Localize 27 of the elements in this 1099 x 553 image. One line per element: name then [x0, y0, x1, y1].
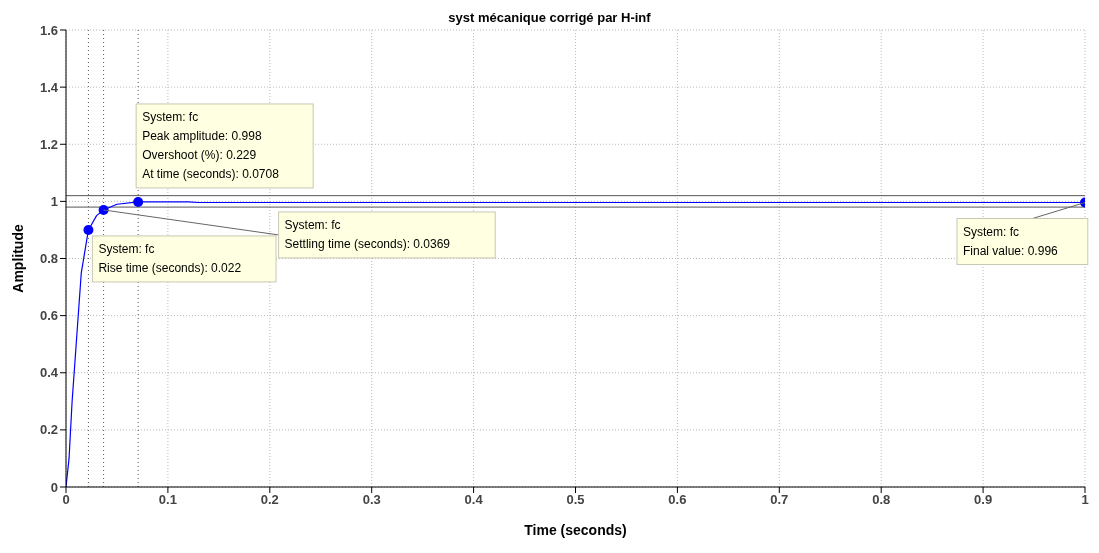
y-tick-label: 1.2	[39, 136, 58, 152]
y-tick-label: 0.2	[39, 422, 58, 438]
x-tick-label: 0.6	[668, 492, 687, 508]
annotation: System: fc Final value: 0.996	[963, 224, 1059, 258]
annotation: System: fc Settling time (seconds): 0.0369	[284, 217, 451, 251]
x-tick-label: 0	[62, 492, 70, 508]
annotation: System: fc Peak amplitude: 0.998 Overshoot (%): 0.229 At time (seconds): 0.0708	[142, 109, 280, 181]
y-tick-label: 0.6	[39, 308, 58, 324]
y-tick-label: 0	[50, 479, 58, 495]
y-tick-label: 1.6	[39, 22, 58, 38]
annotation: System: fc Rise time (seconds): 0.022	[98, 241, 242, 275]
x-tick-label: 0.8	[872, 492, 891, 508]
y-tick-label: 0.4	[39, 365, 59, 381]
x-tick-label: 0.4	[464, 492, 484, 508]
x-tick-label: 0.1	[158, 492, 177, 508]
x-tick-label: 1	[1081, 492, 1089, 508]
x-tick-label: 0.2	[260, 492, 279, 508]
y-tick-label: 1.4	[39, 79, 59, 95]
x-tick-label: 0.7	[770, 492, 789, 508]
chart-title: syst mécanique corrigé par H-inf	[448, 10, 651, 25]
x-tick-label: 0.5	[566, 492, 585, 508]
x-tick-label: 0.3	[362, 492, 381, 508]
y-tick-label: 0.8	[39, 251, 58, 267]
y-axis-title: Amplitude	[9, 224, 26, 293]
x-tick-label: 0.9	[974, 492, 993, 508]
y-tick-label: 1	[50, 193, 58, 209]
x-axis-title: Time (seconds)	[524, 522, 627, 538]
